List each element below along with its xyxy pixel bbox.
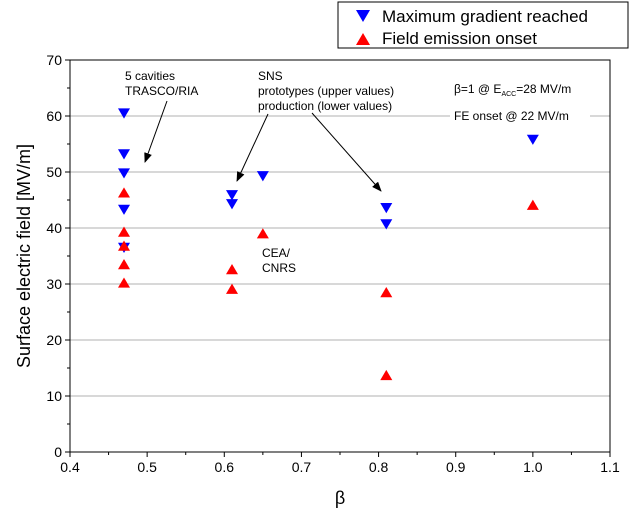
point-max-gradient — [118, 108, 130, 119]
annotation-cea: CEA/ CNRS — [262, 246, 296, 275]
annotation-beta-text: β=1 @ E — [454, 82, 501, 96]
y-tick-label: 10 — [46, 388, 62, 404]
arrow-sns-061 — [236, 113, 269, 182]
point-fe-onset — [256, 228, 269, 239]
annotation-sns-line2: prototypes (upper values) — [258, 84, 394, 98]
legend-marker-fe-onset — [356, 33, 370, 45]
annotation-cea-line2: CNRS — [262, 261, 296, 275]
annotation-sns-line1: SNS — [258, 69, 283, 83]
y-tick-label: 20 — [46, 332, 62, 348]
point-max-gradient — [118, 168, 130, 179]
legend-label-fe-onset: Field emission onset — [382, 29, 537, 48]
x-tick-label: 1.1 — [600, 459, 620, 475]
arrow-trasco — [144, 100, 168, 163]
annotation-trasco-line1: 5 cavities — [125, 69, 175, 83]
x-tick-label: 0.7 — [292, 459, 312, 475]
point-fe-onset — [380, 369, 393, 381]
gridlines — [70, 115, 610, 397]
point-fe-onset — [526, 199, 539, 210]
y-axis-ticks: 0 10 20 30 40 50 60 70 — [46, 52, 70, 460]
point-max-gradient — [118, 204, 130, 215]
point-fe-onset — [380, 287, 393, 298]
y-tick-label: 30 — [46, 276, 62, 292]
x-tick-label: 0.6 — [215, 459, 235, 475]
y-tick-label: 70 — [46, 52, 62, 68]
point-fe-onset — [118, 277, 130, 288]
legend-label-max-gradient: Maximum gradient reached — [382, 7, 588, 26]
point-fe-onset — [118, 259, 130, 270]
annotation-beta-one-line2: FE onset @ 22 MV/m — [454, 109, 569, 123]
annotation-beta-one: β=1 @ EACC=28 MV/m FE onset @ 22 MV/m — [454, 82, 571, 123]
x-tick-label: 0.4 — [60, 459, 80, 475]
annotation-trasco: 5 cavities TRASCO/RIA — [125, 69, 198, 98]
data-points — [118, 108, 539, 381]
point-max-gradient — [226, 199, 238, 210]
annotation-sns-line3: production (lower values) — [258, 99, 392, 113]
legend-frame — [337, 1, 629, 49]
legend: Maximum gradient reached Field emission … — [337, 1, 629, 49]
point-max-gradient — [526, 134, 539, 145]
y-tick-label: 50 — [46, 164, 62, 180]
legend-marker-max-gradient — [356, 10, 370, 22]
annotation-beta-rest: =28 MV/m — [516, 82, 571, 96]
arrow-sns-081 — [311, 112, 382, 192]
point-fe-onset — [118, 240, 130, 251]
point-fe-onset — [226, 264, 238, 275]
annotation-beta-one-line1: β=1 @ EACC=28 MV/m — [454, 82, 571, 98]
y-tick-label: 40 — [46, 220, 62, 236]
annotation-beta-sub: ACC — [501, 91, 516, 98]
point-max-gradient — [380, 203, 393, 214]
x-tick-label: 0.9 — [446, 459, 466, 475]
x-axis-title: β — [335, 488, 345, 508]
y-tick-label: 60 — [46, 108, 62, 124]
x-tick-label: 0.5 — [137, 459, 157, 475]
y-tick-label: 0 — [54, 444, 62, 460]
point-max-gradient — [380, 219, 393, 230]
y-axis-title: Surface electric field [MV/m] — [14, 144, 34, 368]
point-max-gradient — [256, 171, 269, 182]
point-max-gradient — [226, 190, 238, 201]
annotation-cea-line1: CEA/ — [262, 246, 291, 260]
x-axis-ticks: 0.4 0.5 0.6 0.7 0.8 0.9 1.0 1.1 — [60, 452, 620, 475]
x-tick-label: 1.0 — [523, 459, 543, 475]
point-max-gradient — [118, 149, 130, 160]
point-fe-onset — [226, 283, 238, 294]
annotation-sns: SNS prototypes (upper values) production… — [258, 69, 394, 113]
point-fe-onset — [118, 187, 130, 198]
point-fe-onset — [118, 226, 130, 237]
beta-note-background — [450, 108, 590, 122]
annotation-trasco-line2: TRASCO/RIA — [125, 84, 198, 98]
x-tick-label: 0.8 — [369, 459, 389, 475]
